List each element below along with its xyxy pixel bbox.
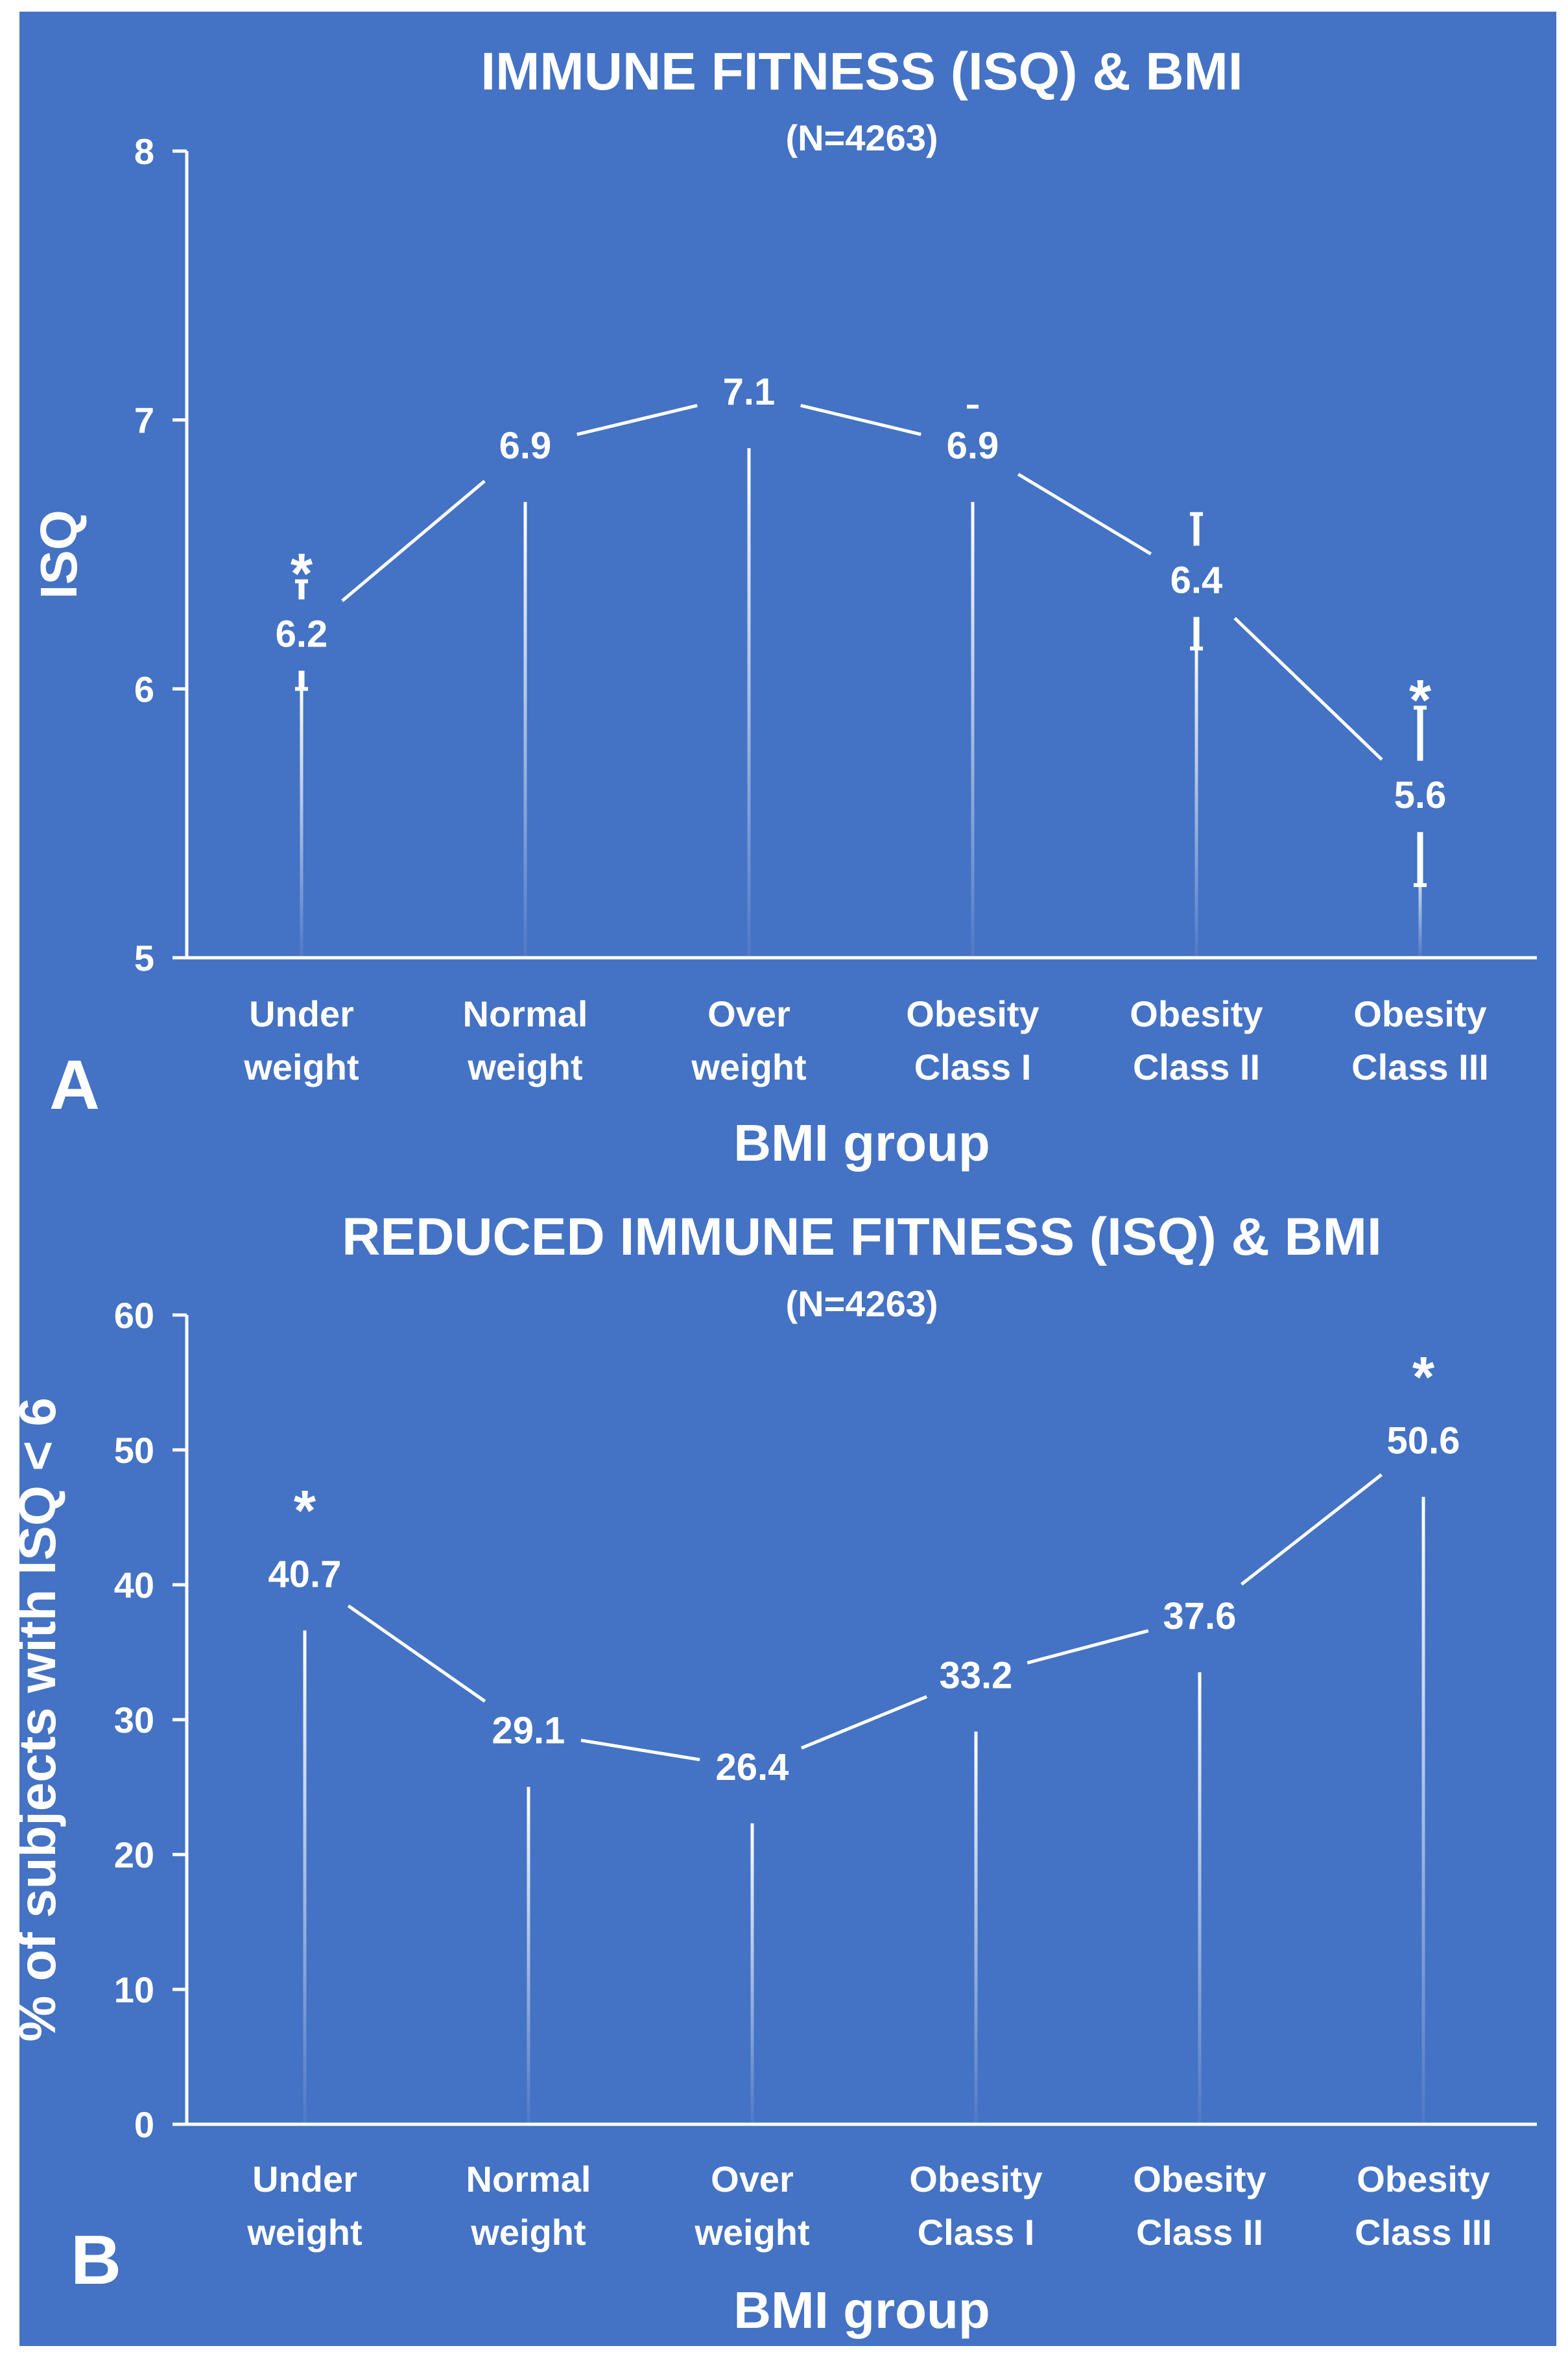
x-tick-label: Over weight bbox=[691, 993, 806, 1087]
chart-title: IMMUNE FITNESS (ISQ) & BMI bbox=[481, 42, 1242, 101]
drop-line bbox=[1198, 1672, 1202, 2124]
data-label: 26.4 bbox=[716, 1746, 789, 1788]
y-tick-label: 5 bbox=[134, 938, 154, 978]
y-tick-label: 40 bbox=[114, 1565, 154, 1606]
series-line-segment bbox=[347, 1604, 486, 1703]
y-tick-label: 0 bbox=[134, 2104, 154, 2145]
chart-b: REDUCED IMMUNE FITNESS (ISQ) & BMI (N=426… bbox=[8, 1207, 1537, 2339]
x-tick-label: Over weight bbox=[694, 2159, 809, 2253]
panel-letter: A bbox=[49, 1045, 100, 1124]
drop-line bbox=[523, 502, 527, 958]
series-line-segment bbox=[580, 1738, 700, 1762]
drop-line bbox=[1421, 1497, 1425, 2124]
x-tick-label: Obesity Class I bbox=[906, 993, 1039, 1087]
series-line-segment bbox=[576, 403, 698, 436]
chart-subtitle: (N=4263) bbox=[785, 1283, 938, 1324]
significance-star: * bbox=[1409, 667, 1432, 731]
y-tick-label: 30 bbox=[114, 1700, 154, 1740]
data-label: 33.2 bbox=[940, 1654, 1013, 1696]
drop-line bbox=[747, 448, 751, 958]
chart-subtitle: (N=4263) bbox=[785, 117, 938, 158]
data-label: 7.1 bbox=[723, 371, 776, 413]
series-line-segment bbox=[800, 1695, 928, 1750]
data-label: 37.6 bbox=[1163, 1595, 1237, 1637]
data-label: 6.4 bbox=[1170, 559, 1223, 601]
y-axis-title: ISQ bbox=[30, 510, 88, 599]
drop-line bbox=[303, 1630, 307, 2124]
data-label: 50.6 bbox=[1387, 1420, 1460, 1462]
data-label: 6.9 bbox=[499, 425, 552, 467]
data-label: 5.6 bbox=[1394, 774, 1447, 816]
y-tick-label: 60 bbox=[114, 1295, 154, 1336]
series-line-segment bbox=[800, 403, 921, 436]
y-tick-label: 50 bbox=[114, 1430, 154, 1471]
x-axis-title: BMI group bbox=[733, 2281, 990, 2339]
series-line-segment bbox=[1027, 1629, 1149, 1665]
significance-star: * bbox=[1412, 1345, 1435, 1409]
y-tick-label: 10 bbox=[114, 1969, 154, 2010]
chart-a: IMMUNE FITNESS (ISQ) & BMI (N=4263) 5 6 7 8 Un… bbox=[30, 42, 1537, 1172]
x-tick-label: Obesity Class I bbox=[909, 2159, 1042, 2253]
x-tick-label: Normal weight bbox=[463, 993, 588, 1087]
x-tick-label: Obesity Class III bbox=[1355, 2159, 1492, 2253]
drop-line bbox=[974, 1731, 978, 2124]
x-tick-label: Under weight bbox=[243, 993, 359, 1087]
x-tick-label: Obesity Class II bbox=[1130, 993, 1263, 1087]
drop-line bbox=[750, 1823, 754, 2124]
y-tick-label: 6 bbox=[134, 669, 154, 709]
x-axis-title: BMI group bbox=[733, 1114, 990, 1172]
series-line-segment bbox=[341, 480, 486, 602]
drop-line bbox=[1194, 636, 1198, 958]
data-label: 6.2 bbox=[276, 613, 328, 655]
significance-star: * bbox=[294, 1478, 316, 1542]
data-label: 6.9 bbox=[947, 425, 999, 467]
drop-line bbox=[1418, 851, 1422, 958]
y-tick-label: 20 bbox=[114, 1834, 154, 1875]
x-tick-label: Obesity Class II bbox=[1133, 2159, 1266, 2253]
data-label: 40.7 bbox=[268, 1553, 342, 1595]
series-line-segment bbox=[1233, 617, 1383, 761]
x-tick-label: Obesity Class III bbox=[1351, 993, 1489, 1087]
y-tick-label: 8 bbox=[134, 131, 154, 172]
y-axis-title: % of subjects with ISQ < 6 bbox=[8, 1397, 66, 2042]
figure-panel bbox=[19, 12, 1556, 2346]
y-tick-label: 7 bbox=[134, 400, 154, 441]
chart-title: REDUCED IMMUNE FITNESS (ISQ) & BMI bbox=[342, 1207, 1382, 1266]
x-tick-label: Under weight bbox=[246, 2159, 362, 2253]
drop-line bbox=[527, 1786, 530, 2124]
panel-letter: B bbox=[71, 2220, 121, 2299]
significance-star: * bbox=[291, 541, 313, 605]
series-line-segment bbox=[1017, 473, 1152, 556]
series-line-segment bbox=[1240, 1473, 1383, 1586]
drop-line bbox=[300, 690, 303, 958]
x-tick-label: Normal weight bbox=[466, 2159, 591, 2253]
data-label: 29.1 bbox=[492, 1710, 565, 1752]
drop-line bbox=[971, 502, 975, 958]
